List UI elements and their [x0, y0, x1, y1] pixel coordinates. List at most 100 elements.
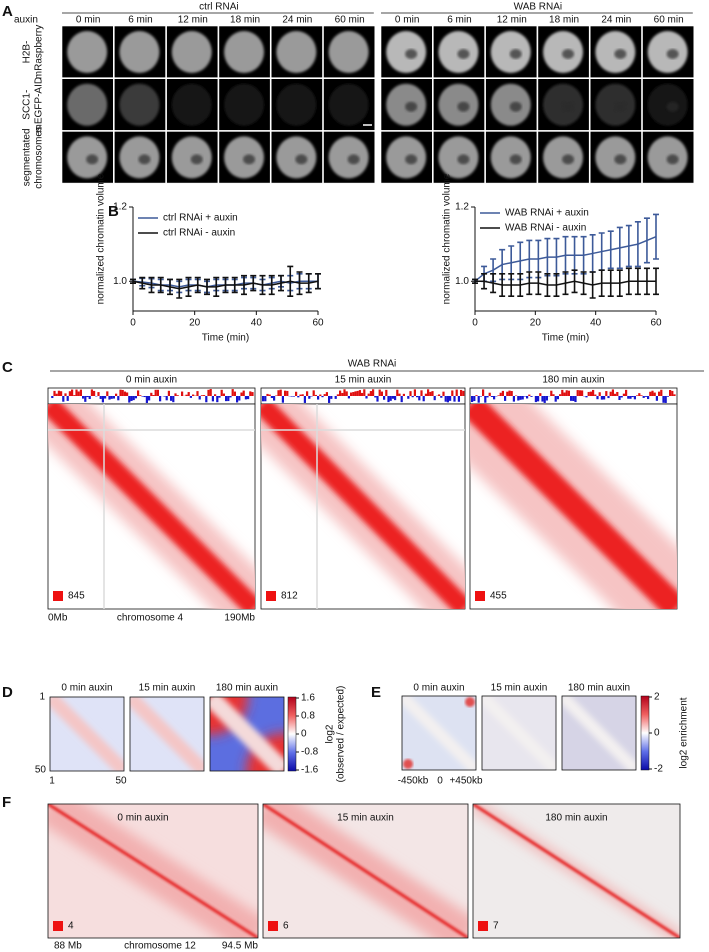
map-frame [401, 695, 477, 771]
track-bar [534, 396, 537, 403]
row-label: segmentated [22, 128, 33, 186]
track-bar [592, 389, 595, 396]
time-label: 24 min [601, 15, 631, 26]
nucleus [328, 31, 369, 73]
axis-end: 190Mb [224, 613, 255, 624]
track-bar [482, 389, 485, 396]
track-bar [372, 389, 375, 396]
nucleolus [666, 154, 679, 165]
row-label: mRaspberry [34, 25, 45, 79]
track-bar [369, 391, 372, 396]
track-bar [143, 396, 146, 398]
track-bar [440, 396, 443, 398]
track-bar [589, 391, 592, 396]
colorbar-label: (observed / expected) [336, 686, 347, 783]
track-bar [409, 391, 412, 396]
track-bar [501, 390, 504, 396]
track-bar [189, 396, 192, 398]
track-bar [71, 389, 74, 396]
track-bar [376, 396, 379, 402]
time-label: 60 min [654, 15, 684, 26]
track-bar [361, 392, 364, 396]
track-bar [521, 396, 524, 400]
axis-start: 1 [39, 692, 45, 703]
track-bar [334, 396, 337, 399]
track-bar [290, 396, 293, 397]
track-bar [543, 396, 546, 403]
track-bar [391, 396, 394, 399]
nucleolus [509, 154, 522, 165]
track-bar [170, 396, 173, 401]
nucleus [119, 31, 160, 73]
map-frame [129, 696, 205, 772]
diagonal [48, 804, 258, 938]
track-bar [640, 395, 643, 396]
track-bar [422, 396, 425, 402]
track-bar [176, 395, 179, 396]
track-bar [660, 389, 663, 396]
y-tick-label: 1.0 [455, 276, 469, 287]
track-bar [378, 389, 381, 396]
time-label: 6 min [128, 15, 152, 26]
x-tick-label: 20 [189, 318, 201, 329]
track-bar [490, 396, 493, 397]
scale-swatch [268, 921, 278, 931]
track-bar [187, 392, 190, 396]
colorbar [287, 696, 297, 772]
track-bar [64, 393, 67, 396]
track-bar [53, 390, 56, 396]
track-bar [325, 392, 328, 396]
track-bar [596, 396, 599, 400]
panel-letter: E [371, 684, 381, 701]
track-bar [512, 396, 515, 402]
nucleolus [614, 154, 627, 165]
track-bar [238, 396, 241, 401]
track-bar [330, 396, 333, 399]
track-bar [574, 396, 577, 403]
track-bar [537, 396, 540, 402]
track-bar [284, 390, 287, 396]
track-bar [471, 396, 474, 403]
scale-value: 812 [281, 591, 298, 602]
track-bar [205, 396, 208, 403]
track-bar [117, 396, 120, 401]
track-bar [185, 394, 188, 396]
map-content [470, 404, 677, 609]
track-bar [90, 389, 93, 396]
track-bar [673, 394, 676, 396]
track-bar [268, 394, 271, 396]
track-bar [545, 396, 548, 401]
series-line [474, 236, 657, 282]
track-bar [112, 396, 115, 399]
nucleus [119, 83, 160, 126]
x-tick-label: 60 [650, 318, 662, 329]
track-bar [411, 396, 414, 398]
track-bar [222, 393, 225, 396]
track-bar [449, 396, 452, 401]
track-bar [270, 396, 273, 399]
map-content [50, 697, 124, 771]
x-tick-label: 0 [130, 318, 136, 329]
map-frame [47, 803, 259, 939]
auxin-label: auxin [14, 15, 38, 26]
track-bar [367, 393, 370, 396]
time-label: 0 min [76, 15, 100, 26]
track-bar [413, 389, 416, 396]
track-bar [554, 396, 557, 402]
track-bar [493, 396, 496, 400]
corner-peak [403, 759, 413, 769]
track-bar [611, 389, 614, 396]
colorbar-tick-label: -2 [654, 764, 663, 775]
track-bar [86, 396, 89, 398]
nucleolus [86, 154, 99, 165]
diagonal [48, 404, 255, 609]
diagonal [482, 696, 556, 770]
track-bar [156, 389, 159, 396]
track-bar [396, 389, 399, 396]
track-bar [132, 396, 135, 401]
track-bar [444, 396, 447, 402]
track-bar [347, 396, 350, 399]
scale-value: 6 [283, 921, 289, 932]
y-tick-label: 1.0 [113, 276, 127, 287]
